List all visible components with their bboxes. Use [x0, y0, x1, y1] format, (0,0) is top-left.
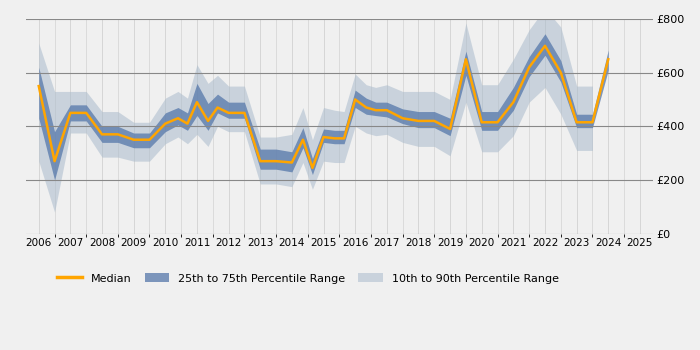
Median [214, 105, 222, 110]
Median [113, 132, 122, 137]
Median [462, 57, 470, 61]
Median [308, 166, 316, 170]
Median [174, 116, 182, 120]
Median [541, 44, 550, 48]
Median [509, 100, 517, 104]
Median [494, 120, 502, 124]
Median [446, 127, 454, 131]
Median [50, 159, 59, 163]
Median [299, 138, 307, 142]
Median [414, 119, 423, 123]
Median [240, 111, 248, 115]
Median [362, 105, 370, 110]
Median [146, 138, 154, 142]
Median [288, 160, 296, 164]
Median [204, 119, 212, 123]
Median [319, 135, 328, 139]
Median [82, 111, 90, 115]
Median [161, 121, 169, 126]
Median [330, 136, 339, 140]
Median [130, 138, 138, 142]
Median [477, 120, 486, 124]
Median [272, 159, 280, 163]
Median [604, 57, 612, 61]
Median [556, 71, 565, 75]
Median [525, 65, 533, 69]
Median [256, 159, 265, 163]
Median [398, 116, 407, 120]
Median [193, 100, 201, 104]
Median [225, 111, 233, 115]
Median [588, 120, 596, 124]
Median [66, 111, 75, 115]
Median [34, 84, 43, 88]
Line: Median: Median [38, 46, 608, 168]
Median [98, 132, 106, 137]
Median [573, 120, 581, 124]
Legend: Median, 25th to 75th Percentile Range, 10th to 90th Percentile Range: Median, 25th to 75th Percentile Range, 1… [52, 269, 564, 288]
Median [383, 108, 391, 112]
Median [351, 97, 359, 102]
Median [340, 136, 349, 140]
Median [183, 121, 192, 126]
Median [430, 119, 438, 123]
Median [372, 108, 380, 112]
